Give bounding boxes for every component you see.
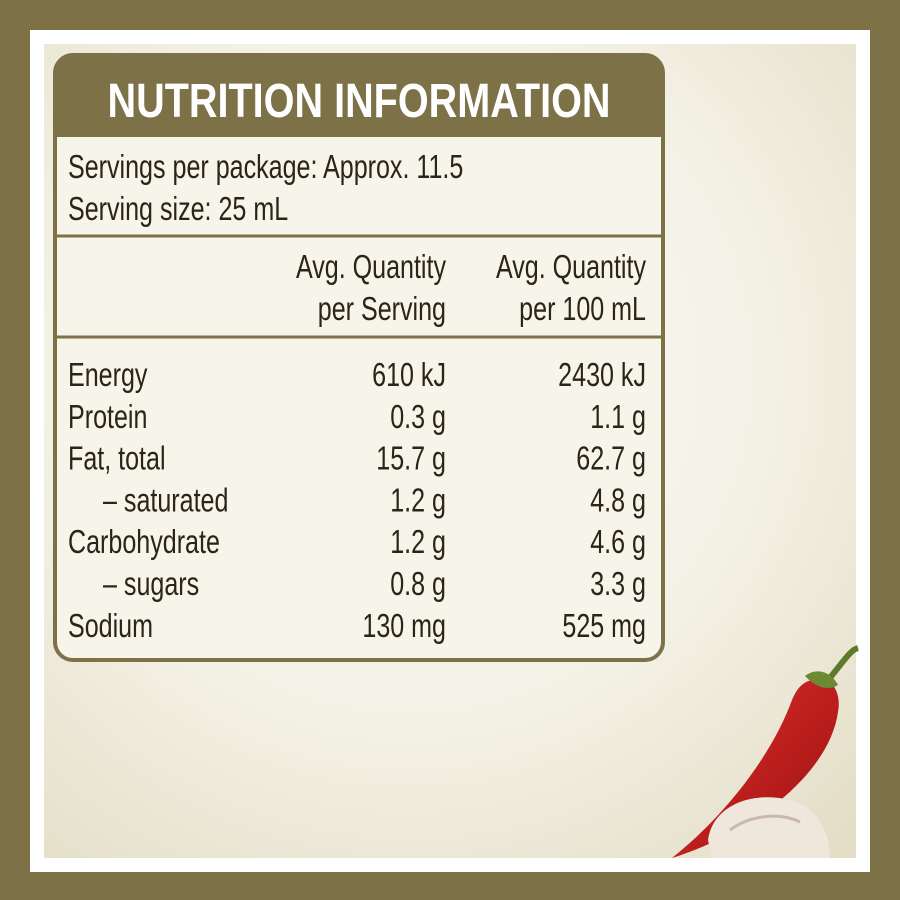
chili-decoration xyxy=(672,645,860,858)
serving-info: Serving size: 25 mL xyxy=(68,191,288,228)
nutrient-name: – sugars xyxy=(103,566,199,603)
nutrient-value: 1.2 g xyxy=(390,524,446,561)
nutrient-name: Carbohydrate xyxy=(68,524,220,561)
column-header: Avg. Quantity xyxy=(296,249,446,286)
nutrient-name: Sodium xyxy=(68,608,153,645)
nutrient-name: – saturated xyxy=(103,482,228,519)
title: NUTRITION INFORMATION xyxy=(108,75,611,128)
nutrient-value: 525 mg xyxy=(562,608,646,645)
nutrient-name: Fat, total xyxy=(68,440,166,477)
nutrient-value: 15.7 g xyxy=(376,440,446,477)
nutrient-value: 62.7 g xyxy=(576,440,646,477)
nutrient-value: 3.3 g xyxy=(590,566,646,603)
nutrient-value: 1.2 g xyxy=(390,482,446,519)
nutrient-value: 0.3 g xyxy=(390,399,446,436)
nutrient-value: 130 mg xyxy=(362,608,446,645)
nutrient-value: 2430 kJ xyxy=(558,357,646,394)
serving-info: Servings per package: Approx. 11.5 xyxy=(68,149,463,186)
title-band xyxy=(55,55,663,137)
column-header: Avg. Quantity xyxy=(496,249,646,286)
nutrient-value: 1.1 g xyxy=(590,399,646,436)
column-header: per Serving xyxy=(318,291,446,328)
nutrient-value: 4.6 g xyxy=(590,524,646,561)
nutrient-name: Protein xyxy=(68,399,147,436)
nutrient-value: 610 kJ xyxy=(372,357,446,394)
nutrient-value: 4.8 g xyxy=(590,482,646,519)
column-header: per 100 mL xyxy=(519,291,646,328)
nutrient-value: 0.8 g xyxy=(390,566,446,603)
nutrient-name: Energy xyxy=(68,357,148,394)
